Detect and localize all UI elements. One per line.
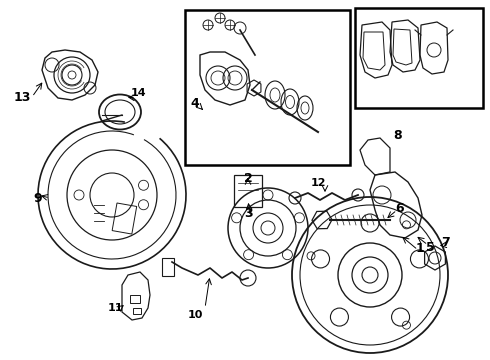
Bar (234, 175, 262, 207)
Text: 4: 4 (191, 96, 199, 109)
Text: 7: 7 (441, 235, 449, 248)
Text: 3: 3 (244, 207, 252, 220)
Text: 10: 10 (187, 310, 203, 320)
Bar (162, 258, 174, 276)
Bar (133, 308, 141, 314)
Text: 14: 14 (130, 88, 146, 98)
Text: 5: 5 (426, 240, 434, 253)
Text: 12: 12 (310, 178, 326, 188)
Text: 1: 1 (416, 242, 424, 255)
Text: 13: 13 (13, 90, 31, 104)
Bar (130, 295, 140, 303)
Bar (185, 10, 350, 165)
Text: 11: 11 (107, 303, 123, 313)
Text: 2: 2 (244, 171, 252, 185)
Text: 6: 6 (396, 202, 404, 215)
Bar (112, 203, 137, 234)
Bar (355, 8, 483, 108)
Text: 9: 9 (34, 192, 42, 204)
Text: 8: 8 (393, 129, 402, 141)
